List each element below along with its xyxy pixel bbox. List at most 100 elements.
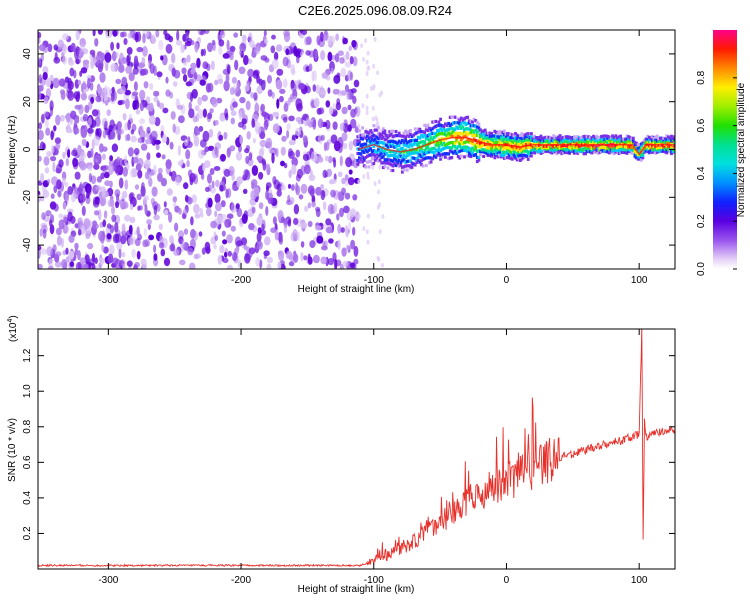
noise-speckle <box>357 179 361 185</box>
noise-speckle <box>357 123 361 129</box>
ridge-cell <box>453 121 457 125</box>
ridge-cell <box>393 154 396 158</box>
ridge-cell <box>474 147 478 151</box>
ridge-cell <box>571 150 575 154</box>
noise-speckle <box>260 103 266 113</box>
ridge-cell <box>654 144 657 149</box>
ridge-cell <box>526 157 530 161</box>
ridge-cell <box>509 132 513 136</box>
noise-speckle <box>158 242 165 249</box>
noise-speckle <box>307 256 313 265</box>
ridge-cell <box>372 156 376 161</box>
ridge-cell <box>625 151 629 155</box>
ridge-cell <box>558 134 562 138</box>
snr-plot: -300 -200 -100 0 100 0.20.40.60.81.01.2 Heig… <box>7 315 676 595</box>
noise-speckle <box>251 165 259 176</box>
ridge-cell <box>356 151 360 156</box>
ridge-cell <box>396 155 399 159</box>
ridge-cell <box>402 140 406 144</box>
ridge-cell <box>545 139 549 143</box>
ridge-cell <box>482 129 485 133</box>
ridge-cell <box>520 148 524 152</box>
noise-speckle <box>92 199 100 208</box>
ridge-cell <box>517 141 521 146</box>
noise-speckle <box>141 182 145 192</box>
ridge-cell <box>440 143 444 147</box>
noise-speckle <box>232 101 238 108</box>
noise-speckle <box>132 67 139 75</box>
ridge-cell <box>383 164 387 168</box>
noise-speckle <box>336 213 340 221</box>
noise-speckle <box>55 227 62 236</box>
noise-speckle <box>256 155 263 162</box>
noise-speckle <box>203 30 210 34</box>
ridge-cell <box>601 138 605 142</box>
ridge-cell <box>474 119 478 123</box>
ridge-cell <box>617 135 621 139</box>
ridge-cell <box>530 148 533 152</box>
ridge-cell <box>448 115 452 119</box>
ridge-cell <box>542 136 546 140</box>
ridge-cell <box>633 149 637 153</box>
noise-speckle <box>99 72 106 83</box>
ridge-cell <box>410 156 414 160</box>
ridge-cell <box>370 130 374 134</box>
noise-speckle <box>265 137 273 149</box>
noise-speckle <box>97 62 103 73</box>
noise-speckle <box>278 95 284 103</box>
ridge-cell <box>423 157 427 161</box>
ridge-cell <box>396 162 399 166</box>
ridge-cell <box>416 130 420 134</box>
ridge-cell <box>475 125 479 129</box>
noise-speckle <box>307 202 312 209</box>
ridge-cell <box>555 144 559 148</box>
noise-speckle <box>184 194 189 203</box>
ridge-cell <box>409 152 412 156</box>
ridge-cell <box>525 154 528 158</box>
ridge-cell <box>423 123 427 127</box>
ridge-cell <box>523 136 527 140</box>
ridge-cell <box>502 150 506 154</box>
x-tick-label: 100 <box>631 275 648 286</box>
ridge-cell <box>469 154 473 159</box>
ridge-cell <box>635 156 638 160</box>
noise-speckle <box>55 251 62 257</box>
noise-speckle <box>214 210 218 218</box>
ridge-cell <box>416 144 420 148</box>
noise-speckle <box>38 122 43 130</box>
ridge-cell <box>463 141 466 145</box>
ridge-cell <box>627 136 630 141</box>
ridge-cell <box>596 147 600 151</box>
ridge-cell <box>588 141 592 145</box>
noise-speckle <box>80 196 84 206</box>
ridge-cell <box>388 130 392 134</box>
ridge-cell <box>523 133 527 137</box>
noise-speckle <box>149 63 155 74</box>
ridge-cell <box>418 136 422 140</box>
noise-speckle <box>45 210 52 217</box>
ridge-cell <box>448 141 452 145</box>
ridge-cell <box>659 145 662 149</box>
noise-speckle <box>103 171 110 179</box>
noise-speckle <box>298 194 304 200</box>
ridge-cell <box>405 154 409 158</box>
ridge-cell <box>404 143 407 147</box>
ridge-cell <box>452 151 455 155</box>
ridge-cell <box>482 132 485 136</box>
ridge-cell <box>467 119 471 123</box>
noise-speckle <box>182 74 188 83</box>
noise-speckle <box>42 72 48 80</box>
ridge-cell <box>601 134 605 138</box>
ridge-cell <box>568 145 571 149</box>
y-tick-label: -20 <box>22 190 33 205</box>
ridge-cell <box>660 138 664 143</box>
ridge-cell <box>667 137 670 142</box>
ridge-cell <box>515 137 519 141</box>
ridge-cell <box>587 148 591 152</box>
ridge-cell <box>612 152 616 156</box>
noise-speckle <box>144 138 152 145</box>
noise-speckle <box>53 125 57 132</box>
ridge-cell <box>485 151 489 155</box>
ridge-cell <box>563 135 567 139</box>
